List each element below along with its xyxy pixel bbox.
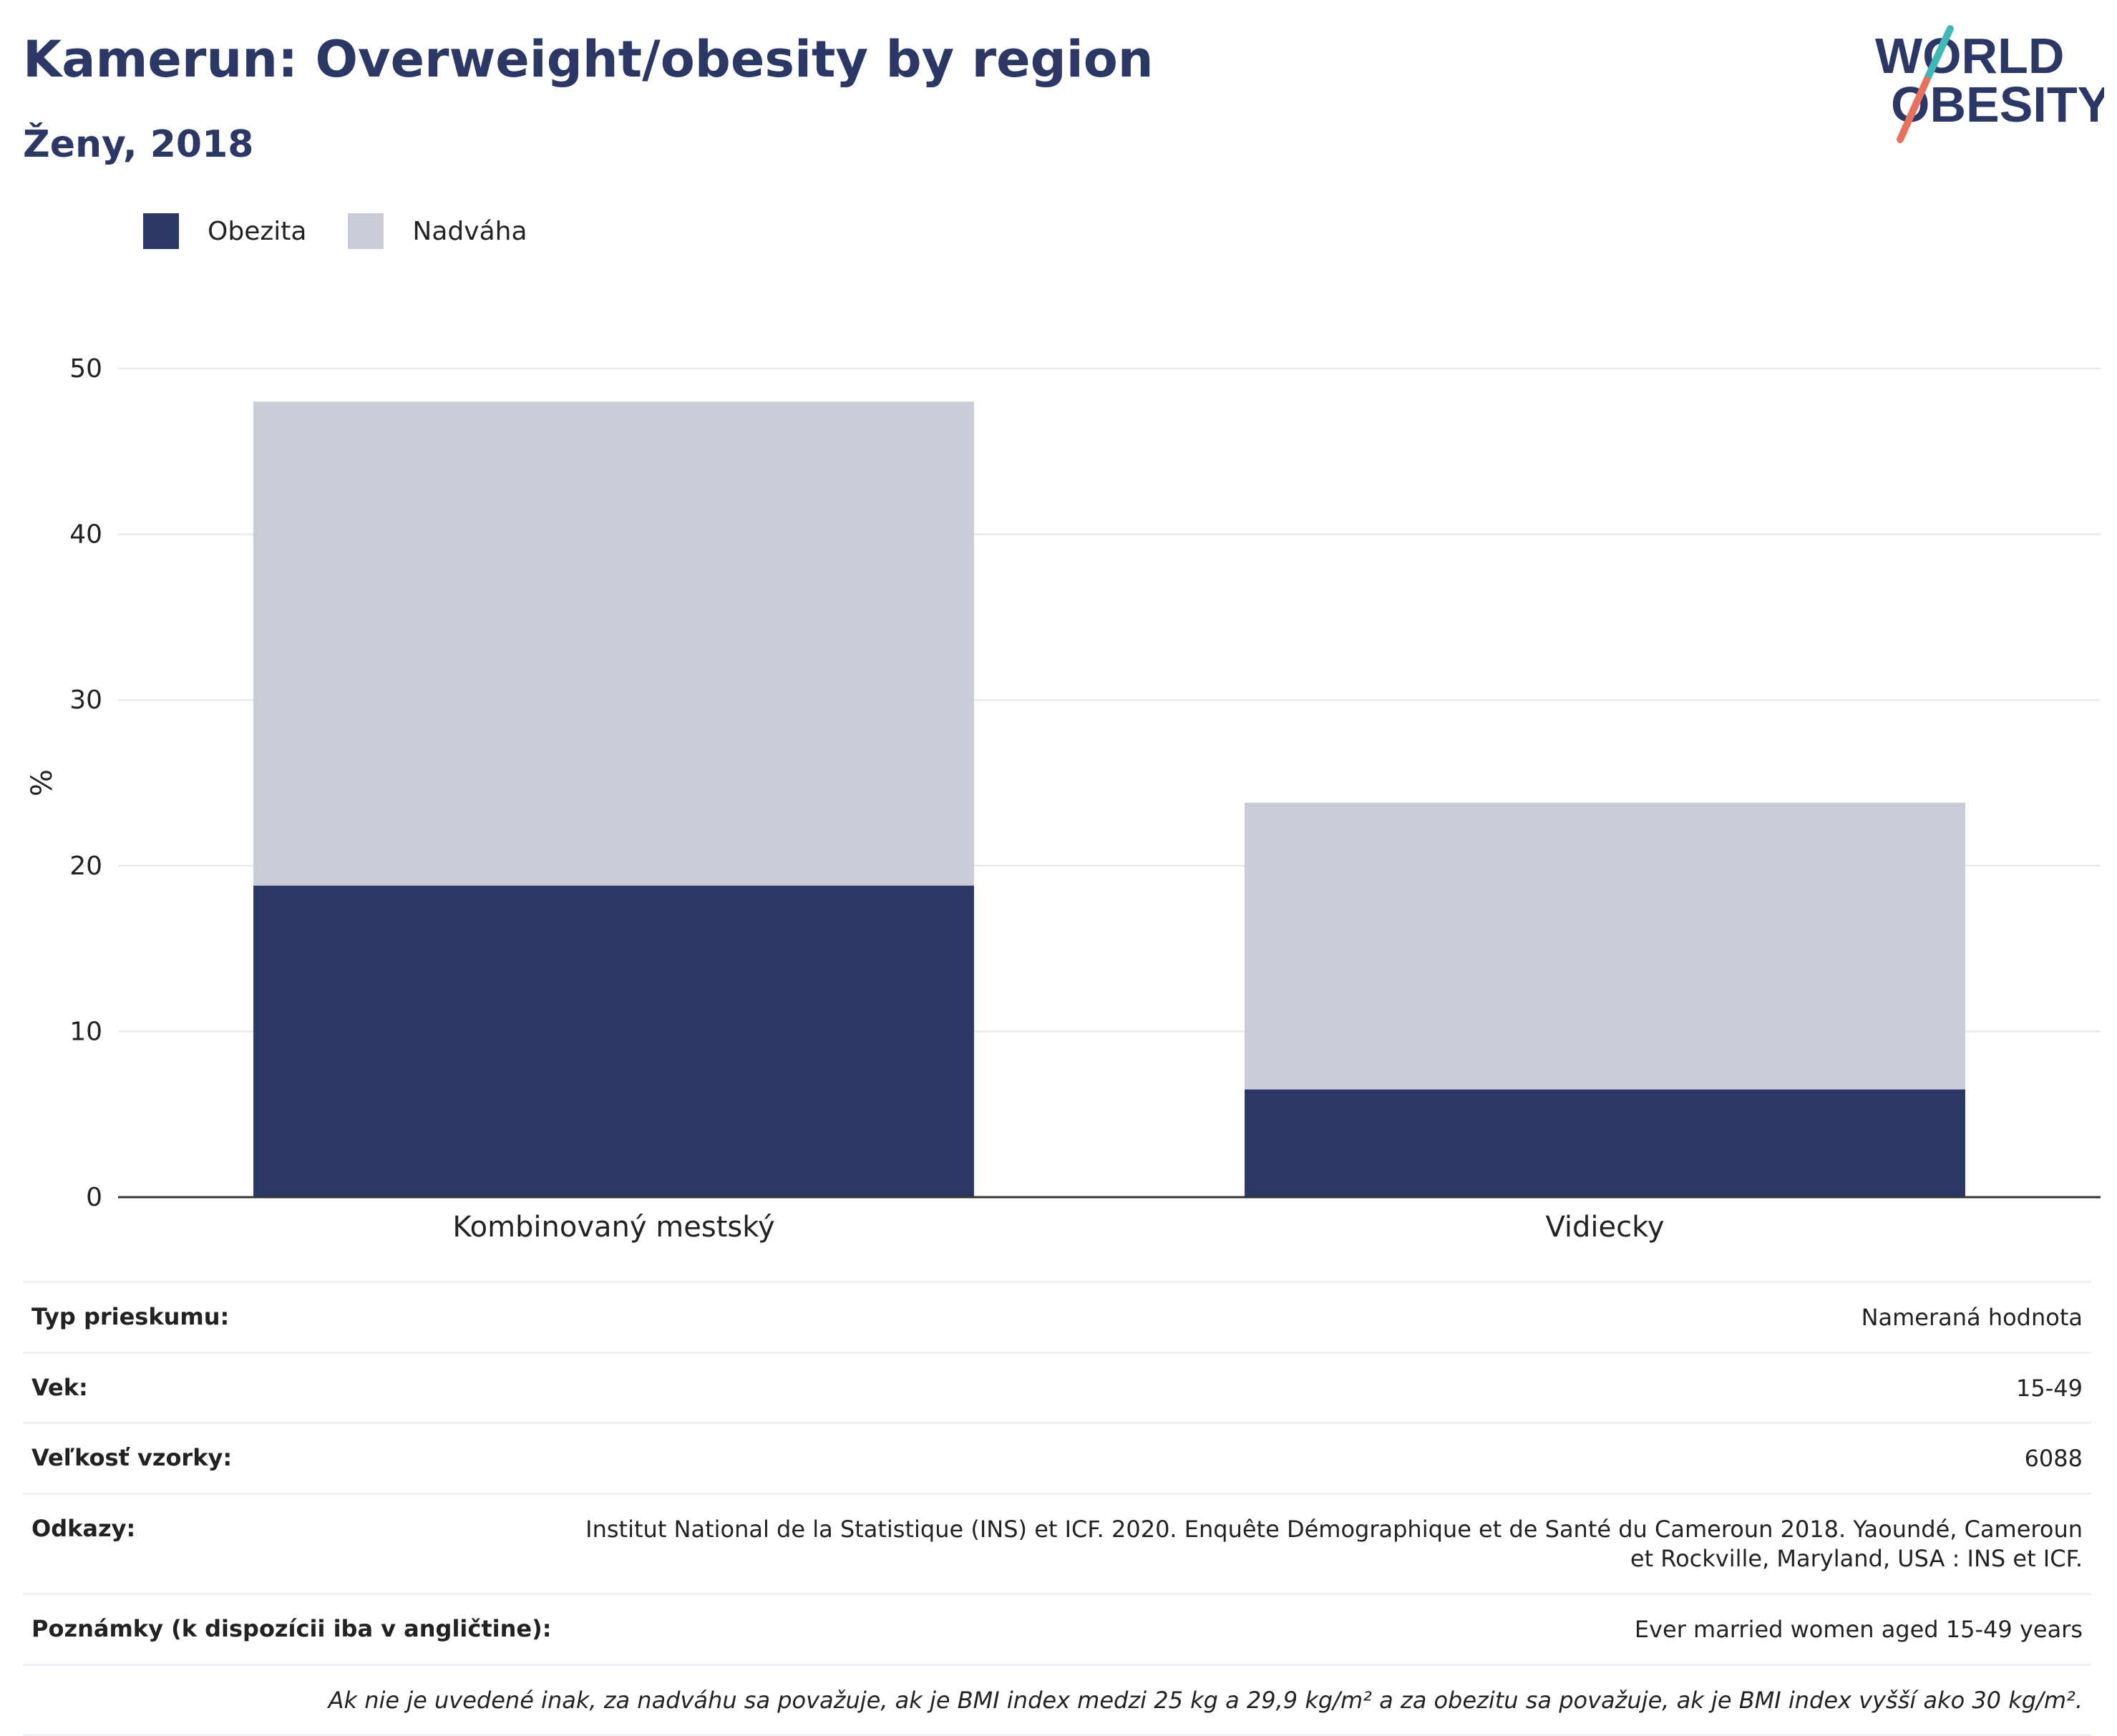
y-tick-label: 40	[69, 520, 102, 550]
x-tick-label: Vidiecky	[1545, 1211, 1664, 1244]
x-tick-label: Kombinovaný mestský	[452, 1211, 774, 1244]
info-label: Veľkosť vzorky:	[31, 1444, 233, 1472]
legend-item-obezita[interactable]: Obezita	[143, 213, 306, 249]
info-row-footnote: Ak nie je uvedené inak, za nadváhu sa po…	[23, 1663, 2091, 1736]
survey-info-table: Typ prieskumu: Nameraná hodnota Vek: 15-…	[23, 1281, 2091, 1736]
info-row-references: Odkazy: Institut National de la Statisti…	[23, 1492, 2091, 1593]
legend-item-nadvaha[interactable]: Nadváha	[348, 213, 527, 249]
bar-obezita-1	[1245, 1089, 1965, 1197]
info-label: Vek:	[31, 1373, 88, 1401]
logo-word-world: WORLD	[1875, 28, 2064, 84]
y-tick-label: 10	[69, 1017, 102, 1046]
info-label: Odkazy:	[31, 1514, 136, 1542]
y-tick-label: 20	[69, 852, 102, 881]
chart-title: Kamerun: Overweight/obesity by region	[23, 30, 1154, 89]
chart-legend: Obezita Nadváha	[143, 213, 569, 249]
bar-nadvha-1	[1245, 802, 1965, 1090]
legend-swatch-obezita	[143, 213, 179, 249]
stacked-bar-chart: 0 10 20 30 40 50% Kombinovaný mestský Vidiecky	[26, 354, 2101, 1244]
world-obesity-logo: WORLD OBESITY	[1875, 25, 2104, 143]
info-value: 6088	[2024, 1445, 2083, 1473]
info-row-age: Vek: 15-49	[23, 1351, 2091, 1423]
legend-label-nadvaha: Nadváha	[412, 216, 527, 246]
info-label: Poznámky (k dispozícii iba v angličtine)…	[31, 1614, 552, 1642]
y-axis-label: %	[26, 769, 59, 796]
y-tick-label: 50	[69, 354, 102, 384]
legend-swatch-nadvaha	[348, 213, 384, 249]
info-value: Ever married women aged 15-49 years	[1634, 1615, 2083, 1643]
info-row-sample-size: Veľkosť vzorky: 6088	[23, 1422, 2091, 1493]
bmi-footnote: Ak nie je uvedené inak, za nadváhu sa po…	[328, 1686, 2083, 1714]
info-value: Nameraná hodnota	[1861, 1304, 2083, 1331]
y-tick-label: 30	[69, 686, 102, 715]
bar-obezita-0	[253, 885, 974, 1197]
info-row-survey-type: Typ prieskumu: Nameraná hodnota	[23, 1281, 2091, 1352]
y-tick-label: 0	[86, 1183, 102, 1212]
info-row-notes: Poznámky (k dispozícii iba v angličtine)…	[23, 1592, 2091, 1664]
logo-slash-coral	[1897, 77, 1930, 143]
bar-nadvha-0	[253, 401, 974, 886]
info-label: Typ prieskumu:	[31, 1303, 230, 1330]
legend-label-obezita: Obezita	[208, 216, 307, 246]
info-value: Institut National de la Statistique (INS…	[585, 1515, 2083, 1573]
chart-subtitle: Ženy, 2018	[23, 123, 254, 166]
info-value: 15-49	[2016, 1374, 2083, 1402]
logo-slash-teal	[1923, 25, 1954, 84]
